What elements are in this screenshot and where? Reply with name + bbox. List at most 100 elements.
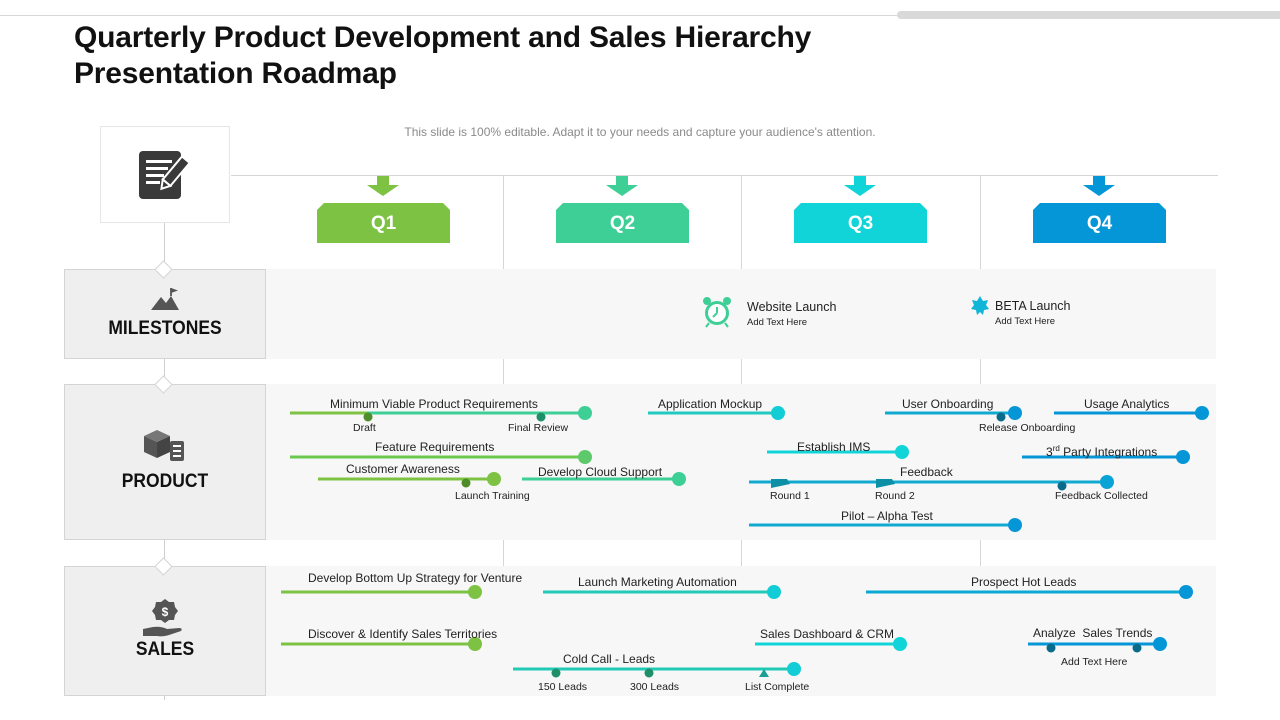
task-establish-ims: [767, 445, 909, 459]
task-label-application-mockup: Application Mockup: [658, 397, 763, 411]
task-label-third-party-integrations: 3rd Party Integrations: [1046, 444, 1157, 459]
row-title-milestones: MILESTONES: [108, 318, 222, 339]
task-label-establish-ims: Establish IMS: [797, 440, 871, 454]
row-title-product: PRODUCT: [121, 471, 209, 492]
task-discover-sales-territories: [281, 637, 482, 651]
q3-arrow-stem: [854, 176, 866, 185]
task-label-user-onboarding: User Onboarding: [902, 397, 994, 411]
task-end-dot: [468, 585, 482, 599]
third-party-number: 3: [1046, 445, 1053, 459]
svg-text:$: $: [162, 605, 169, 619]
product-boxes-icon: [144, 430, 184, 461]
task-mvp-requirements: [290, 406, 592, 422]
row-label-sales: $ SALES: [64, 566, 266, 696]
mountain-flag-icon: [151, 288, 179, 310]
star-badge-icon: [971, 296, 989, 315]
task-end-dot: [468, 637, 482, 651]
page-title: Quarterly Product Development and Sales …: [74, 20, 914, 92]
product-band: [266, 384, 1216, 540]
q4-arrow-head: [1083, 185, 1115, 196]
milestone-label-round-1: Round 1: [770, 490, 810, 502]
task-label-develop-bottom-up-strategy: Develop Bottom Up Strategy for Venture: [308, 571, 523, 585]
task-end-dot: [893, 637, 907, 651]
task-sub-analyze-sales-trends: Add Text Here: [1061, 656, 1128, 668]
task-end-dot: [672, 472, 686, 486]
top-accent-bar: [897, 11, 1280, 19]
task-launch-marketing-automation: [543, 585, 781, 599]
q1-arrow-head: [367, 185, 399, 196]
q2-arrow-head: [606, 185, 638, 196]
milestone-flag-round-1: [771, 479, 790, 488]
task-end-dot: [578, 450, 592, 464]
milestone-dot-final-review: [536, 412, 546, 422]
hand-money-icon: $: [143, 599, 182, 637]
q4-label-box: Q4: [1033, 203, 1166, 243]
task-third-party-integrations: [1022, 450, 1190, 464]
task-prospect-hot-leads: [866, 585, 1193, 599]
task-analyze-sales-trends: [1028, 637, 1167, 653]
alarm-clock-icon: [703, 297, 731, 328]
milestone-label-draft: Draft: [353, 422, 376, 434]
task-sales-dashboard-crm: [755, 637, 907, 651]
task-label-sales-dashboard-crm: Sales Dashboard & CRM: [760, 627, 895, 641]
task-end-dot: [1179, 585, 1193, 599]
milestone-dot-release-onboarding: [996, 412, 1006, 422]
milestone-dot-trend-2: [1132, 643, 1142, 653]
task-develop-cloud-support: [522, 472, 686, 486]
task-end-dot: [1153, 637, 1167, 651]
milestone-dot-150-leads: [551, 668, 561, 678]
milestone-label-final-review: Final Review: [508, 422, 569, 434]
sales-band: [266, 566, 1216, 696]
task-label-feature-requirements: Feature Requirements: [375, 440, 495, 454]
milestone-dot-draft: [363, 412, 373, 422]
task-end-dot: [895, 445, 909, 459]
task-end-dot: [1176, 450, 1190, 464]
milestone-dot-trend-1: [1046, 643, 1056, 653]
task-end-dot: [771, 406, 785, 420]
document-edit-icon: [139, 151, 192, 199]
task-label-usage-analytics: Usage Analytics: [1084, 397, 1170, 411]
top-divider: [0, 15, 897, 16]
milestone-beta-launch-title: BETA Launch: [995, 299, 1071, 313]
milestone-marker-list-complete: [759, 669, 769, 677]
task-label-customer-awareness: Customer Awareness: [346, 462, 460, 476]
task-label-cold-call-leads: Cold Call - Leads: [563, 652, 656, 666]
task-label-prospect-hot-leads: Prospect Hot Leads: [971, 575, 1077, 589]
task-end-dot: [1100, 475, 1114, 489]
task-end-dot: [578, 406, 592, 420]
third-party-text: Party Integrations: [1059, 445, 1158, 459]
milestone-flag-round-2: [876, 479, 895, 488]
task-label-analyze-sales-trends: Analyze Sales Trends: [1033, 626, 1153, 640]
row-title-sales: SALES: [135, 639, 195, 660]
task-label-develop-cloud-support: Develop Cloud Support: [538, 465, 663, 479]
task-end-dot: [1195, 406, 1209, 420]
task-customer-awareness: [318, 472, 501, 488]
q4-arrow-stem: [1093, 176, 1105, 185]
q2-label-box: Q2: [556, 203, 689, 243]
milestone-dot-300-leads: [644, 668, 654, 678]
task-label-feedback: Feedback: [900, 465, 953, 479]
milestone-website-launch-title: Website Launch: [747, 300, 837, 314]
q1-label-box: Q1: [317, 203, 450, 243]
milestone-beta-launch-sub: Add Text Here: [995, 316, 1056, 327]
task-end-dot: [487, 472, 501, 486]
task-end-dot: [767, 585, 781, 599]
milestone-label-150-leads: 150 Leads: [538, 681, 588, 693]
task-label-discover-sales-territories: Discover & Identify Sales Territories: [308, 627, 498, 641]
third-party-ordinal: rd: [1052, 444, 1060, 453]
milestone-dot-launch-training: [461, 478, 471, 488]
task-label-launch-marketing-automation: Launch Marketing Automation: [578, 575, 737, 589]
row-label-milestones: MILESTONES: [64, 269, 266, 359]
milestone-label-list-complete: List Complete: [745, 681, 810, 693]
milestone-dot-feedback-collected: [1057, 481, 1067, 491]
milestone-website-launch-sub: Add Text Here: [747, 317, 808, 328]
task-usage-analytics: [1054, 406, 1209, 420]
task-end-dot: [787, 662, 801, 676]
task-label-mvp: Minimum Viable Product Requirements: [330, 397, 538, 411]
task-develop-bottom-up-strategy: [281, 585, 482, 599]
q3-label-box: Q3: [794, 203, 927, 243]
task-cold-call-leads: [513, 662, 801, 678]
milestone-label-feedback-collected: Feedback Collected: [1055, 490, 1148, 502]
q3-arrow-head: [844, 185, 876, 196]
